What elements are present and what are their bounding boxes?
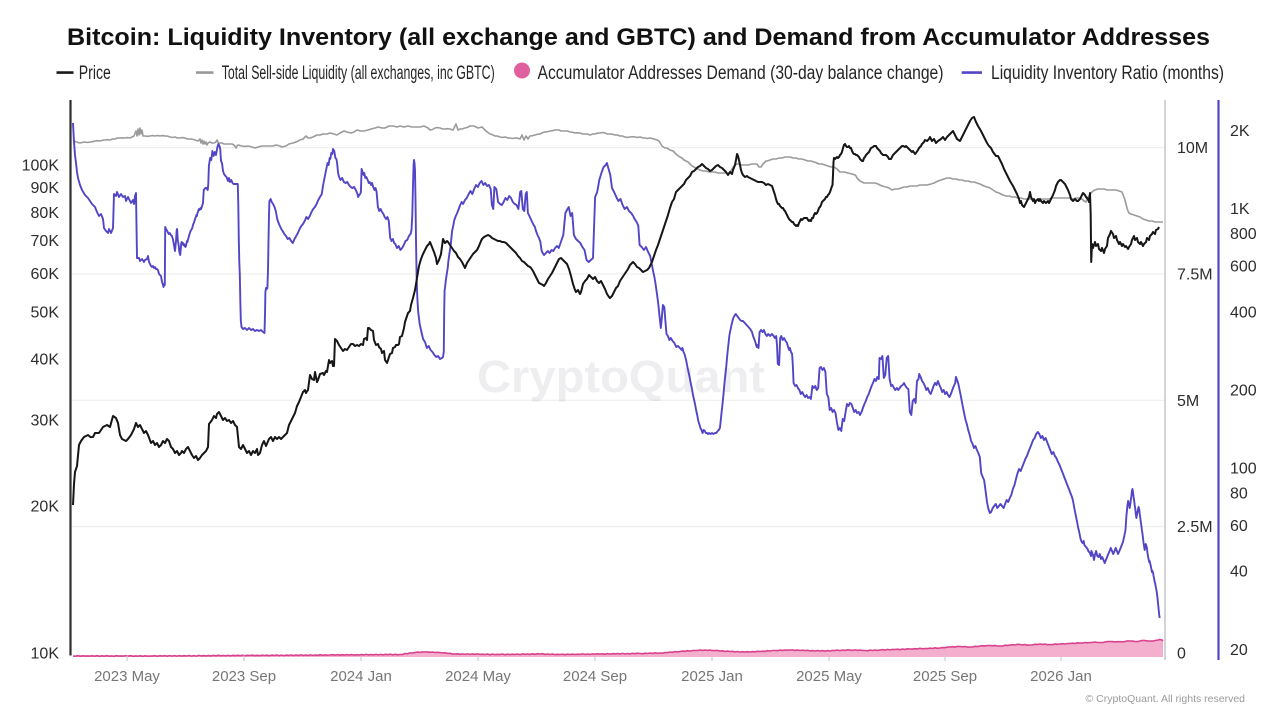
svg-text:800: 800 (1230, 226, 1257, 243)
svg-text:Liquidity Inventory Ratio (mon: Liquidity Inventory Ratio (months) (991, 63, 1224, 84)
svg-text:5M: 5M (1177, 393, 1199, 410)
svg-text:200: 200 (1230, 382, 1257, 399)
svg-text:400: 400 (1230, 304, 1257, 321)
svg-text:10K: 10K (31, 646, 60, 663)
svg-text:80K: 80K (31, 205, 60, 222)
svg-text:30K: 30K (31, 413, 60, 430)
svg-text:80: 80 (1230, 486, 1248, 503)
svg-text:7.5M: 7.5M (1177, 267, 1213, 284)
svg-text:Price: Price (79, 63, 111, 84)
svg-text:2024 Jan: 2024 Jan (330, 668, 392, 685)
svg-text:20K: 20K (31, 499, 60, 516)
svg-text:0: 0 (1177, 646, 1186, 663)
svg-text:100: 100 (1230, 461, 1257, 478)
svg-text:70K: 70K (31, 233, 60, 250)
svg-text:2023 Sep: 2023 Sep (212, 668, 276, 685)
svg-text:Accumulator Addresses Demand (: Accumulator Addresses Demand (30-day bal… (538, 63, 944, 84)
svg-text:2023 May: 2023 May (94, 668, 160, 685)
svg-text:1K: 1K (1230, 201, 1250, 218)
svg-text:2026 Jan: 2026 Jan (1030, 668, 1092, 685)
svg-text:2K: 2K (1230, 123, 1250, 140)
svg-text:40: 40 (1230, 564, 1248, 581)
svg-text:CryptoQuant: CryptoQuant (477, 351, 765, 402)
svg-text:Bitcoin: Liquidity Inventory (: Bitcoin: Liquidity Inventory (all exchan… (67, 24, 1210, 51)
svg-text:100K: 100K (22, 158, 60, 175)
svg-text:2025 Jan: 2025 Jan (681, 668, 743, 685)
svg-text:Total Sell-side Liquidity (all: Total Sell-side Liquidity (all exchanges… (222, 63, 495, 84)
svg-text:10M: 10M (1177, 140, 1208, 157)
svg-text:40K: 40K (31, 352, 60, 369)
svg-text:20: 20 (1230, 642, 1248, 659)
svg-text:50K: 50K (31, 304, 60, 321)
svg-text:60K: 60K (31, 266, 60, 283)
svg-text:2025 May: 2025 May (796, 668, 862, 685)
svg-text:2.5M: 2.5M (1177, 519, 1213, 536)
svg-text:2024 May: 2024 May (445, 668, 511, 685)
svg-text:2025 Sep: 2025 Sep (913, 668, 977, 685)
svg-text:60: 60 (1230, 518, 1248, 535)
svg-text:600: 600 (1230, 259, 1257, 276)
svg-text:90K: 90K (31, 180, 60, 197)
svg-text:© CryptoQuant. All rights rese: © CryptoQuant. All rights reserved (1086, 693, 1246, 705)
svg-text:2024 Sep: 2024 Sep (563, 668, 627, 685)
